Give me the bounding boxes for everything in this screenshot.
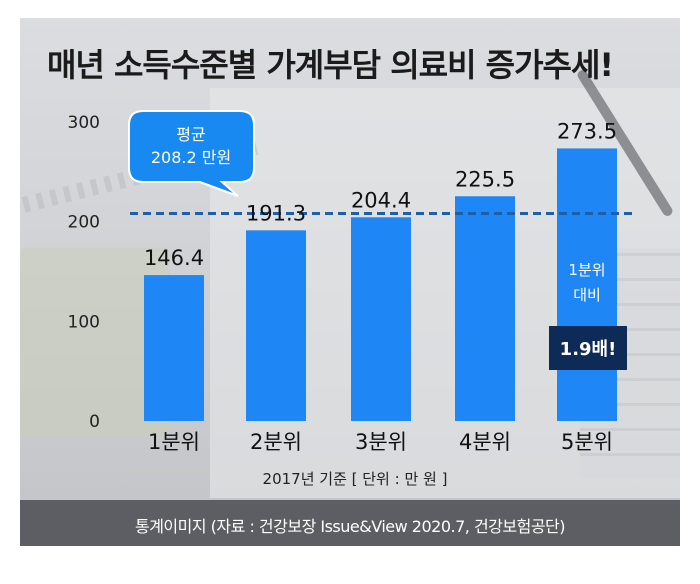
average-callout: 평균 208.2 만원 — [128, 110, 255, 197]
source-note: 통계이미지 (자료 : 건강보장 Issue&View 2020.7, 건강보험… — [134, 517, 566, 536]
bar — [246, 230, 306, 421]
bar — [144, 275, 204, 421]
bar — [557, 148, 617, 421]
unit-note: 2017년 기준 [ 단위 : 만 원 ] — [263, 470, 448, 488]
footer-bar — [20, 500, 680, 546]
bar — [351, 217, 411, 421]
ratio-box — [549, 326, 627, 370]
category-label: 1분위 — [148, 430, 200, 454]
value-label: 191.3 — [246, 201, 306, 225]
annotation-line2: 대비 — [573, 286, 601, 304]
category-label: 5분위 — [561, 430, 613, 454]
y-tick-label: 200 — [68, 213, 100, 233]
category-label: 2분위 — [250, 430, 302, 454]
value-label: 273.5 — [557, 119, 617, 143]
bar-chart: 0 100 200 300 1분위 2분위 3분위 4분위 5분위 146.4 191.3 204… — [68, 110, 633, 488]
category-label: 3분위 — [355, 430, 407, 454]
chart-title: 매년 소득수준별 가계부담 의료비 증가추세! — [46, 46, 614, 84]
y-tick-label: 100 — [68, 312, 100, 332]
value-label: 204.4 — [351, 188, 411, 212]
average-callout-label: 평균 — [176, 125, 205, 144]
y-tick-label: 0 — [89, 412, 100, 432]
value-label: 146.4 — [144, 246, 204, 270]
category-label: 4분위 — [459, 430, 511, 454]
annotation-line1: 1분위 — [568, 261, 605, 279]
y-tick-label: 300 — [68, 113, 100, 133]
value-label: 225.5 — [455, 167, 515, 191]
average-callout-value: 208.2 만원 — [151, 148, 231, 167]
bar — [455, 196, 515, 421]
ratio-value: 1.9배! — [560, 339, 617, 360]
average-callout-bubble — [128, 110, 255, 197]
